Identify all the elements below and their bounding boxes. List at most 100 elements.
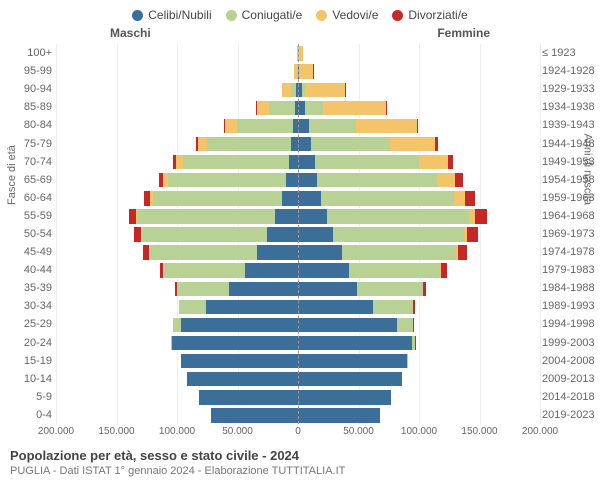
female-bar <box>298 407 380 422</box>
plot-area: 100+≤ 192395-991924-192890-941929-193385… <box>56 44 540 424</box>
male-half <box>56 80 298 98</box>
bar-segment <box>349 263 440 277</box>
age-label: 80-84 <box>6 119 52 131</box>
year-label: 1979-1983 <box>542 264 598 276</box>
female-bar <box>298 172 463 187</box>
female-half <box>298 406 540 424</box>
female-half <box>298 80 540 98</box>
bar-segment <box>305 83 345 97</box>
x-tick-label: 100.000 <box>401 426 437 437</box>
female-half <box>298 315 540 333</box>
female-bar <box>298 63 313 78</box>
bar-segment <box>168 173 287 187</box>
legend-label: Celibi/Nubili <box>148 8 211 22</box>
female-title: Femmine <box>437 26 490 40</box>
female-half <box>298 243 540 261</box>
male-bar <box>211 407 298 422</box>
bar-segment <box>305 101 323 115</box>
legend-swatch <box>226 10 237 21</box>
year-label: 2004-2008 <box>542 355 598 367</box>
age-label: 95-99 <box>6 65 52 77</box>
male-half <box>56 116 298 134</box>
age-label: 70-74 <box>6 156 52 168</box>
bar-segment <box>437 173 455 187</box>
female-half <box>298 207 540 225</box>
bar-segment <box>207 137 292 151</box>
male-half <box>56 207 298 225</box>
male-title: Maschi <box>110 26 151 40</box>
bar-segment <box>448 155 453 169</box>
caption-title: Popolazione per età, sesso e stato civil… <box>10 448 590 463</box>
age-label: 30-34 <box>6 300 52 312</box>
age-label: 25-29 <box>6 318 52 330</box>
male-half <box>56 153 298 171</box>
year-label: 1994-1998 <box>542 318 598 330</box>
female-half <box>298 153 540 171</box>
x-tick-label: 200.000 <box>522 426 558 437</box>
bar-segment <box>321 191 454 205</box>
age-label: 50-54 <box>6 228 52 240</box>
year-label: 2009-2013 <box>542 373 598 385</box>
male-half <box>56 388 298 406</box>
male-half <box>56 352 298 370</box>
bar-segment <box>187 372 298 386</box>
bar-segment <box>298 155 315 169</box>
bar-segment <box>298 263 349 277</box>
year-label: 1959-1963 <box>542 192 598 204</box>
female-half <box>298 334 540 352</box>
year-label: 1999-2003 <box>542 337 598 349</box>
bar-segment <box>357 282 422 296</box>
age-label: 45-49 <box>6 246 52 258</box>
bar-segment <box>245 263 298 277</box>
year-label: 1949-1953 <box>542 156 598 168</box>
year-label: 1964-1968 <box>542 210 598 222</box>
male-half <box>56 225 298 243</box>
bar-segment <box>129 209 136 223</box>
male-half <box>56 315 298 333</box>
female-bar <box>298 262 447 277</box>
bar-segment <box>172 336 298 350</box>
bar-segment <box>423 282 426 296</box>
legend-swatch <box>392 10 403 21</box>
female-half <box>298 225 540 243</box>
legend-item: Divorziati/e <box>392 8 467 22</box>
bar-segment <box>298 390 391 404</box>
bar-segment <box>298 336 412 350</box>
bar-segment <box>142 227 267 241</box>
male-half <box>56 297 298 315</box>
bar-segment <box>181 354 298 368</box>
bar-segment <box>183 155 289 169</box>
bar-segment <box>138 209 275 223</box>
year-label: 1944-1948 <box>542 138 598 150</box>
bar-segment <box>298 245 342 259</box>
bar-segment <box>298 318 397 332</box>
bar-segment <box>282 191 298 205</box>
age-label: 100+ <box>6 47 52 59</box>
bar-segment <box>269 101 294 115</box>
x-tick-label: 150.000 <box>98 426 134 437</box>
bar-segment <box>465 191 475 205</box>
year-label: 2014-2018 <box>542 391 598 403</box>
age-label: 55-59 <box>6 210 52 222</box>
bar-segment <box>181 318 298 332</box>
year-label: 2019-2023 <box>542 409 598 421</box>
female-half <box>298 261 540 279</box>
male-bar <box>134 226 298 241</box>
bar-segment <box>333 227 464 241</box>
female-bar <box>298 190 475 205</box>
female-half <box>298 44 540 62</box>
legend-label: Vedovi/e <box>332 8 378 22</box>
bar-segment <box>298 300 373 314</box>
year-label: 1924-1928 <box>542 65 598 77</box>
female-bar <box>298 353 407 368</box>
age-label: 90-94 <box>6 83 52 95</box>
bar-segment <box>455 173 462 187</box>
year-label: 1969-1973 <box>542 228 598 240</box>
male-bar <box>282 82 298 97</box>
legend-item: Coniugati/e <box>226 8 303 22</box>
legend-item: Vedovi/e <box>316 8 378 22</box>
bar-segment <box>229 282 298 296</box>
bar-segment <box>454 191 465 205</box>
female-bar <box>298 226 478 241</box>
male-half <box>56 189 298 207</box>
